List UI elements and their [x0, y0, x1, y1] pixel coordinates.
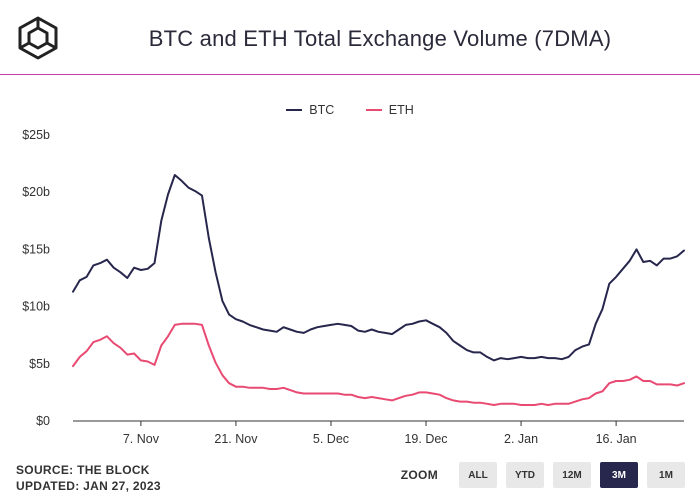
cube-logo-icon: [18, 16, 58, 60]
zoom-button-3m[interactable]: 3M: [600, 462, 638, 488]
zoom-button-all[interactable]: ALL: [459, 462, 497, 488]
page-title: BTC and ETH Total Exchange Volume (7DMA): [148, 26, 612, 51]
legend-swatch-btc: [286, 109, 303, 111]
zoom-controls: ZOOM ALL YTD 12M 3M 1M: [401, 462, 685, 488]
header-divider: [0, 74, 700, 75]
series-line-btc: [72, 174, 685, 362]
series-line-eth: [72, 322, 685, 406]
zoom-button-1m[interactable]: 1M: [647, 462, 685, 488]
updated-text: UPDATED: JAN 27, 2023: [16, 479, 161, 493]
x-tick-label: 21. Nov: [214, 432, 258, 446]
x-tick-label: 5. Dec: [313, 432, 349, 446]
zoom-label: ZOOM: [400, 468, 438, 482]
legend-item-eth[interactable]: ETH: [365, 103, 414, 117]
y-tick-label: $20b: [22, 185, 50, 199]
y-tick-label: $0: [36, 414, 50, 428]
legend-label-btc: BTC: [309, 103, 335, 117]
x-tick-label: 7. Nov: [123, 432, 160, 446]
y-tick-label: $5b: [29, 357, 50, 371]
y-tick-label: $10b: [22, 300, 50, 314]
footer-source: SOURCE: THE BLOCK UPDATED: JAN 27, 2023: [16, 462, 161, 494]
line-chart: $0 $5b $10b $15b $20b $25b 7. Nov 21. Nov 5. Dec…: [22, 128, 685, 446]
x-tick-label: 16. Jan: [596, 432, 637, 446]
y-tick-label: $25b: [22, 128, 50, 142]
header: BTC and ETH Total Exchange Volume (7DMA): [0, 0, 700, 75]
y-tick-label: $15b: [22, 242, 50, 256]
chart-legend: BTC ETH: [0, 100, 700, 117]
zoom-button-12m[interactable]: 12M: [553, 462, 591, 488]
legend-label-eth: ETH: [388, 103, 414, 117]
zoom-button-ytd[interactable]: YTD: [506, 462, 544, 488]
legend-item-btc[interactable]: BTC: [286, 103, 334, 117]
legend-swatch-eth: [365, 109, 382, 111]
x-tick-label: 19. Dec: [404, 432, 447, 446]
x-tick-label: 2. Jan: [504, 432, 538, 446]
source-text: SOURCE: THE BLOCK: [16, 463, 150, 477]
